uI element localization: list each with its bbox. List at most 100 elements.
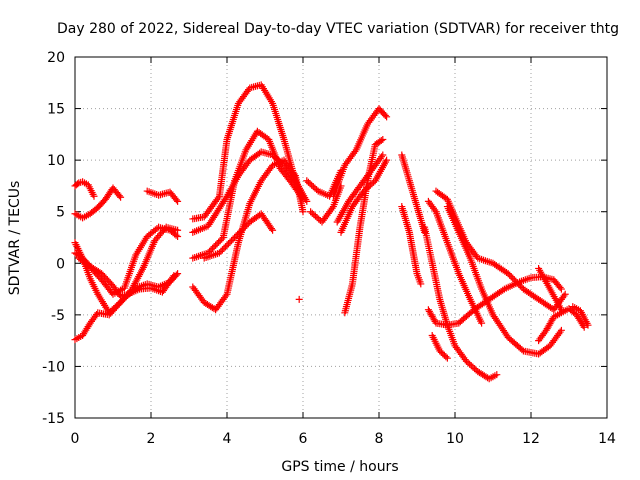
data-point-marker [560, 292, 568, 300]
data-point-marker [93, 311, 101, 319]
series-track-29 [535, 264, 565, 314]
data-point-marker [311, 212, 319, 220]
plot-frame [74, 56, 608, 419]
data-point-marker [383, 113, 391, 121]
data-point-marker [231, 234, 239, 241]
data-point-marker [308, 181, 316, 189]
y-tick-label: -5 [51, 308, 65, 324]
series-track-6 [71, 178, 98, 200]
data-point-marker [471, 365, 479, 373]
series-track-15 [329, 105, 391, 200]
x-axis-label: GPS time / hours [281, 459, 398, 475]
data-point-marker [365, 183, 373, 191]
data-point-marker [295, 295, 303, 303]
data-point-marker [215, 238, 223, 246]
data-point-marker [442, 353, 450, 361]
data-point-marker [174, 197, 182, 205]
data-point-marker [556, 328, 564, 336]
data-point-marker [467, 362, 475, 370]
data-point-marker [308, 209, 316, 217]
y-tick-label: 0 [56, 256, 65, 272]
series-track-4 [75, 223, 182, 298]
x-tick-label: 14 [598, 431, 616, 447]
y-tick-label: -10 [42, 359, 65, 375]
data-point-marker [584, 321, 592, 329]
series-track-12 [200, 210, 277, 262]
x-tick-label: 0 [71, 431, 80, 447]
data-point-marker [368, 180, 376, 188]
data-point-marker [228, 237, 236, 245]
data-point-marker [304, 178, 312, 186]
series-track-5 [71, 184, 125, 222]
y-tick-label: 20 [47, 50, 65, 66]
series-track-27 [535, 305, 588, 345]
data-point-marker [174, 232, 182, 240]
data-point-marker [235, 229, 243, 237]
data-point-marker [493, 371, 501, 379]
axes [74, 56, 608, 419]
data-point-marker [518, 346, 526, 354]
y-tick-label: -15 [42, 411, 65, 427]
data-point-marker [174, 226, 182, 234]
series-track-26 [428, 331, 451, 362]
data-point-marker [307, 208, 315, 216]
data-point-marker [170, 272, 178, 280]
data-point-marker [220, 244, 228, 252]
data-point-marker [174, 270, 182, 278]
data-point-marker [299, 208, 307, 216]
data-point-marker [504, 270, 512, 278]
data-point-marker [215, 249, 223, 257]
data-point-marker [363, 184, 371, 192]
data-point-marker [222, 292, 230, 300]
data-point-marker [462, 357, 470, 365]
data-point-marker [313, 186, 321, 194]
x-tick-label: 2 [147, 431, 156, 447]
data-point-marker [303, 177, 311, 185]
data-point-marker [469, 363, 477, 371]
data-point-marker [74, 180, 82, 188]
data-point-marker [377, 137, 385, 145]
data-point-marker [557, 285, 565, 293]
data-point-marker [507, 273, 515, 281]
data-point-marker [270, 152, 278, 160]
data-point-marker [214, 194, 222, 202]
data-point-marker [379, 136, 387, 144]
y-axis-label: SDTVAR / TECUs [7, 181, 23, 296]
data-point-marker [212, 241, 220, 249]
data-point-marker [383, 156, 391, 164]
data-point-marker [207, 246, 215, 254]
data-point-marker [311, 184, 319, 192]
x-tick-label: 4 [223, 431, 232, 447]
data-point-marker [223, 241, 231, 249]
data-point-marker [90, 192, 98, 200]
data-point-marker [309, 183, 317, 191]
series-track-14 [307, 182, 345, 226]
data-point-marker [351, 148, 359, 156]
data-point-marker [267, 225, 275, 233]
data-point-marker [172, 196, 180, 204]
data-point-marker [221, 243, 229, 251]
data-point-marker [478, 319, 486, 327]
series-track-21 [421, 223, 501, 383]
data-point-marker [226, 238, 234, 246]
x-tick-label: 10 [446, 431, 464, 447]
series-track-28 [569, 303, 592, 329]
data-point-marker [506, 271, 514, 279]
data-point-marker [431, 206, 439, 214]
data-point-marker [290, 170, 298, 178]
data-point-marker [417, 280, 425, 288]
data-point-marker [240, 224, 248, 232]
series-point-1 [295, 295, 303, 303]
data-point-marker [379, 151, 387, 159]
data-point-marker [210, 243, 218, 251]
data-point-marker [381, 111, 389, 119]
y-tick-label: 15 [47, 102, 65, 118]
x-tick-label: 6 [299, 431, 308, 447]
data-point-marker [218, 235, 226, 243]
data-point-marker [366, 181, 374, 189]
data-point-marker [229, 235, 237, 243]
series-track-17 [333, 151, 387, 226]
data-point-marker [328, 204, 336, 212]
x-tick-label: 12 [522, 431, 540, 447]
